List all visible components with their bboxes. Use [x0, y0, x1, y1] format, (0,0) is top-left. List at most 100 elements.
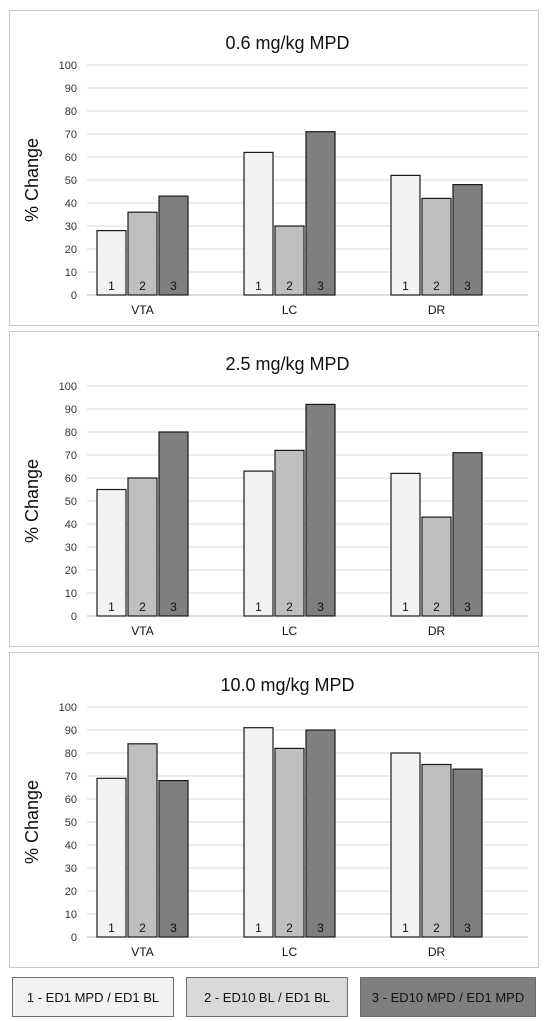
chart-svg: 0.6 mg/kg MPD % Change 0 10 20 30 40 50 60 70 80 90…	[22, 33, 528, 317]
y-tick-label: 30	[65, 542, 77, 554]
bar-vta-2	[127, 211, 158, 296]
bar-number-label: 1	[108, 921, 115, 935]
bar-dr-1	[390, 752, 421, 938]
bar-number-label: 1	[255, 600, 262, 614]
x-tick-label: DR	[428, 303, 446, 317]
bar-dr-2	[421, 516, 452, 617]
x-tick-label: LC	[282, 624, 298, 638]
bar-number-label: 1	[255, 279, 262, 293]
bar-number-label: 2	[433, 921, 440, 935]
bar-vta-3	[158, 779, 189, 938]
bar-number-label: 1	[108, 279, 115, 293]
bar-dr-3	[452, 452, 483, 617]
bar-number-label: 3	[317, 921, 324, 935]
bar-lc-2	[274, 747, 305, 938]
bar-vta-1	[96, 230, 127, 296]
bar-vta-3	[158, 195, 189, 296]
bar-number-label: 2	[139, 600, 146, 614]
bar-number-label: 3	[464, 921, 471, 935]
y-tick-label: 70	[65, 771, 77, 783]
y-tick-label: 40	[65, 198, 77, 210]
chart-title: 0.6 mg/kg MPD	[225, 33, 349, 53]
y-tick-label: 90	[65, 404, 77, 416]
bar-number-label: 1	[255, 921, 262, 935]
bar-number-label: 3	[317, 600, 324, 614]
x-tick-label: DR	[428, 624, 446, 638]
chart-svg: 10.0 mg/kg MPD % Change 0 10 20 30 40 50 60 70 80 9…	[22, 675, 528, 959]
bar-number-label: 2	[139, 921, 146, 935]
chart-panel-10-0-mpd: 10.0 mg/kg MPD % Change 0 10 20 30 40 50 60 70 80 9…	[9, 652, 539, 968]
bar-dr-3	[452, 184, 483, 296]
bar-number-label: 2	[433, 279, 440, 293]
y-tick-label: 60	[65, 473, 77, 485]
legend-item-3: 3 - ED10 MPD / ED1 MPD	[360, 977, 536, 1017]
y-tick-label: 0	[71, 932, 77, 944]
bar-lc-3	[305, 131, 336, 296]
legend-label-3: 3 - ED10 MPD / ED1 MPD	[371, 989, 525, 1005]
y-tick-label: 50	[65, 175, 77, 187]
y-tick-label: 90	[65, 83, 77, 95]
bar-number-label: 1	[402, 921, 409, 935]
y-tick-label: 100	[59, 381, 77, 393]
bar-lc-3	[305, 729, 336, 938]
x-tick-label: DR	[428, 945, 446, 959]
x-tick-label: VTA	[131, 624, 153, 638]
y-tick-label: 100	[59, 60, 77, 72]
y-tick-label: 0	[71, 611, 77, 623]
y-tick-label: 0	[71, 290, 77, 302]
y-tick-label: 10	[65, 909, 77, 921]
y-tick-label: 50	[65, 817, 77, 829]
y-tick-label: 20	[65, 565, 77, 577]
bar-lc-3	[305, 403, 336, 617]
y-tick-label: 40	[65, 519, 77, 531]
y-tick-label: 30	[65, 221, 77, 233]
bar-number-label: 3	[170, 921, 177, 935]
bar-dr-2	[421, 763, 452, 938]
y-tick-label: 40	[65, 840, 77, 852]
y-tick-label: 50	[65, 496, 77, 508]
bar-vta-2	[127, 743, 158, 938]
bar-lc-1	[243, 470, 274, 617]
y-tick-label: 30	[65, 863, 77, 875]
chart-title: 2.5 mg/kg MPD	[225, 354, 349, 374]
bar-number-label: 3	[170, 600, 177, 614]
bar-number-label: 3	[317, 279, 324, 293]
y-axis-label: % Change	[22, 780, 42, 864]
legend-item-1: 1 - ED1 MPD / ED1 BL	[12, 977, 174, 1017]
bar-dr-2	[421, 197, 452, 296]
bar-dr-1	[390, 472, 421, 617]
bar-number-label: 3	[170, 279, 177, 293]
bar-vta-1	[96, 488, 127, 617]
x-tick-label: LC	[282, 303, 298, 317]
chart-panel-2-5-mpd: 2.5 mg/kg MPD % Change 0 10 20 30 40 50 60 70 80 90…	[9, 331, 539, 647]
bar-lc-2	[274, 449, 305, 617]
y-tick-label: 80	[65, 106, 77, 118]
y-tick-label: 20	[65, 886, 77, 898]
x-tick-label: VTA	[131, 945, 153, 959]
x-tick-label: LC	[282, 945, 298, 959]
bar-number-label: 2	[433, 600, 440, 614]
bar-vta-2	[127, 477, 158, 617]
y-tick-label: 10	[65, 267, 77, 279]
y-tick-label: 70	[65, 450, 77, 462]
bar-vta-1	[96, 777, 127, 938]
bar-number-label: 3	[464, 600, 471, 614]
y-tick-label: 100	[59, 702, 77, 714]
bar-number-label: 2	[286, 600, 293, 614]
bar-number-label: 2	[286, 921, 293, 935]
bar-lc-2	[274, 225, 305, 296]
bar-number-label: 3	[464, 279, 471, 293]
y-tick-label: 20	[65, 244, 77, 256]
y-axis-label: % Change	[22, 459, 42, 543]
y-tick-label: 70	[65, 129, 77, 141]
y-tick-label: 60	[65, 152, 77, 164]
bar-number-label: 1	[108, 600, 115, 614]
y-tick-label: 90	[65, 725, 77, 737]
bar-dr-1	[390, 174, 421, 296]
legend-item-2: 2 - ED10 BL / ED1 BL	[186, 977, 348, 1017]
bar-lc-1	[243, 727, 274, 938]
y-axis-label: % Change	[22, 138, 42, 222]
y-tick-label: 80	[65, 748, 77, 760]
legend-label-2: 2 - ED10 BL / ED1 BL	[204, 989, 330, 1005]
bar-lc-1	[243, 151, 274, 296]
